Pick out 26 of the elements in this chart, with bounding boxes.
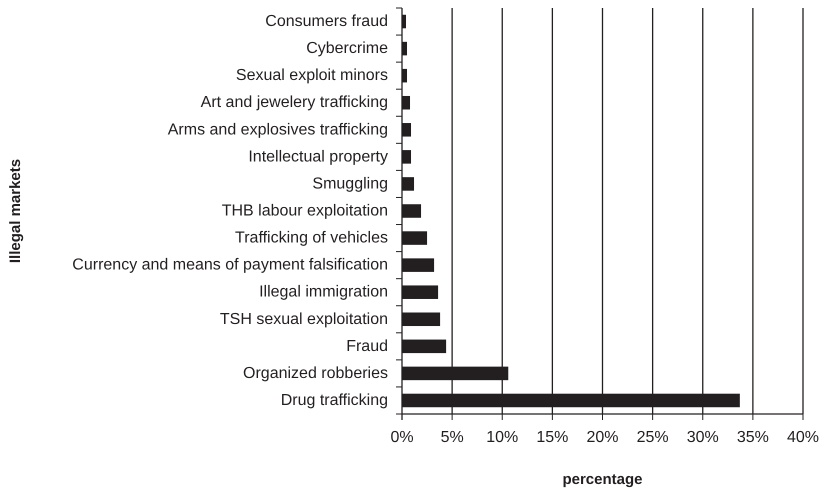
x-tick-label: 20% bbox=[586, 429, 619, 446]
x-axis-title: percentage bbox=[562, 471, 643, 488]
x-tick-label: 30% bbox=[686, 429, 719, 446]
y-tick-label: Fraud bbox=[346, 338, 388, 355]
y-tick-label: Currency and means of payment falsification bbox=[72, 256, 388, 274]
y-tick-label: Smuggling bbox=[312, 175, 388, 192]
y-tick-label: Drug trafficking bbox=[280, 392, 388, 409]
y-axis-title: Illegal markets bbox=[7, 158, 24, 264]
y-tick-label: Cybercrime bbox=[306, 40, 388, 58]
y-tick-label: Consumers fraud bbox=[265, 13, 388, 30]
y-tick-label: Sexual exploit minors bbox=[236, 67, 388, 84]
x-tick-label: 25% bbox=[636, 429, 669, 446]
y-tick-label: THB labour exploitation bbox=[222, 202, 388, 220]
x-tick-label: 40% bbox=[786, 429, 820, 446]
y-tick-label: Trafficking of vehicles bbox=[235, 230, 388, 247]
y-tick-label: Organized robberies bbox=[243, 364, 388, 382]
x-tick-label: 35% bbox=[736, 429, 769, 446]
x-tick-label: 5% bbox=[440, 429, 464, 446]
x-tick-label: 15% bbox=[536, 429, 568, 446]
x-tick-label: 0% bbox=[390, 429, 414, 446]
x-tick-label: 10% bbox=[486, 429, 518, 446]
y-tick-label: TSH sexual exploitation bbox=[220, 310, 388, 328]
y-tick-label: Art and jewelery trafficking bbox=[200, 94, 388, 112]
y-tick-label: Intellectual property bbox=[248, 148, 388, 166]
y-tick-label: Illegal immigration bbox=[259, 284, 388, 301]
y-tick-label: Arms and explosives trafficking bbox=[168, 121, 388, 138]
